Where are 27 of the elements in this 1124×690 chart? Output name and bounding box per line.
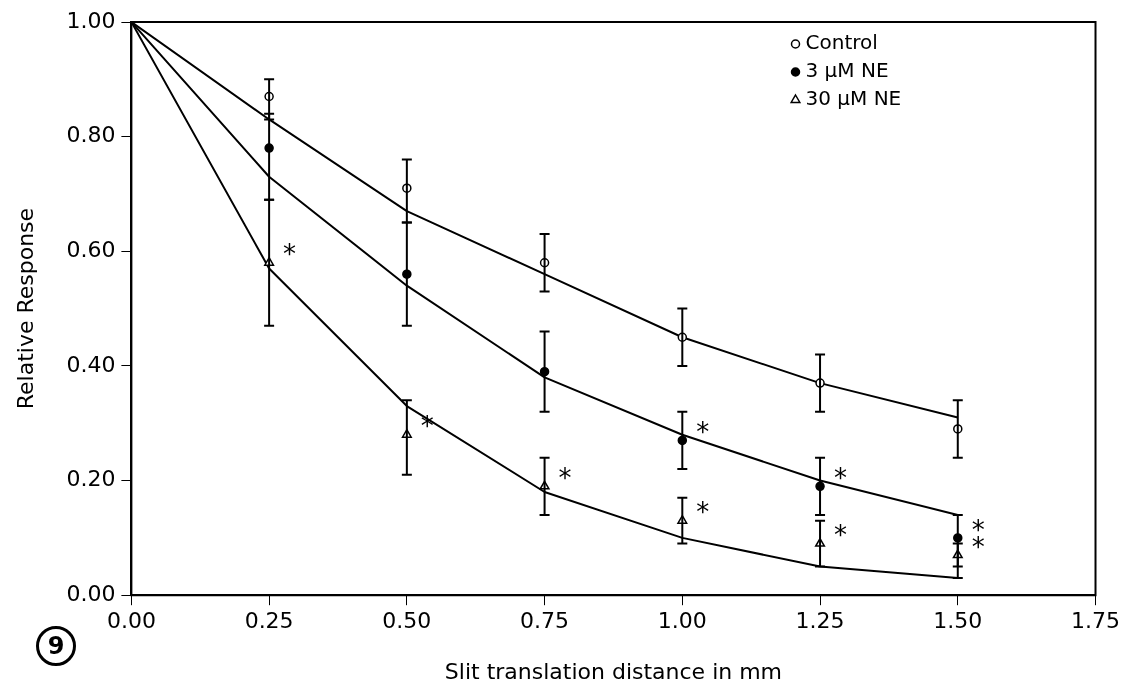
x-tick-label: 0.75 bbox=[520, 608, 570, 634]
annotation: * bbox=[834, 463, 848, 494]
annotation: * bbox=[834, 520, 848, 551]
y-tick-label: 0.40 bbox=[66, 351, 116, 377]
annotation: * bbox=[283, 239, 297, 270]
y-tick-label: 0.60 bbox=[66, 237, 116, 262]
y-tick-label: 0.00 bbox=[66, 580, 116, 606]
legend-label: 30 μM NE bbox=[805, 86, 902, 111]
x-tick-label: 1.00 bbox=[657, 608, 707, 634]
x-tick-label: 0.25 bbox=[244, 608, 294, 634]
annotation: * bbox=[696, 497, 710, 528]
legend-label: 3 μM NE bbox=[805, 58, 889, 83]
x-tick-label: 0.50 bbox=[382, 608, 432, 634]
annotation: * bbox=[696, 417, 710, 448]
y-tick-label: 0.80 bbox=[66, 122, 116, 148]
legend-label: Control bbox=[805, 30, 878, 55]
annotation: * bbox=[420, 411, 434, 442]
x-tick-label: 1.25 bbox=[795, 608, 845, 634]
y-tick-label: 0.20 bbox=[66, 466, 116, 492]
x-tick-label: 1.75 bbox=[1071, 608, 1120, 634]
x-tick-label: 0.00 bbox=[106, 608, 156, 634]
y-axis-title: Relative Response bbox=[12, 207, 38, 410]
y-tick-label: 1.00 bbox=[66, 7, 116, 33]
text: 9 bbox=[36, 626, 76, 666]
x-tick-label: 1.50 bbox=[933, 608, 983, 634]
annotation: * bbox=[558, 463, 572, 494]
x-axis-title: Slit translation distance in mm bbox=[444, 658, 783, 684]
